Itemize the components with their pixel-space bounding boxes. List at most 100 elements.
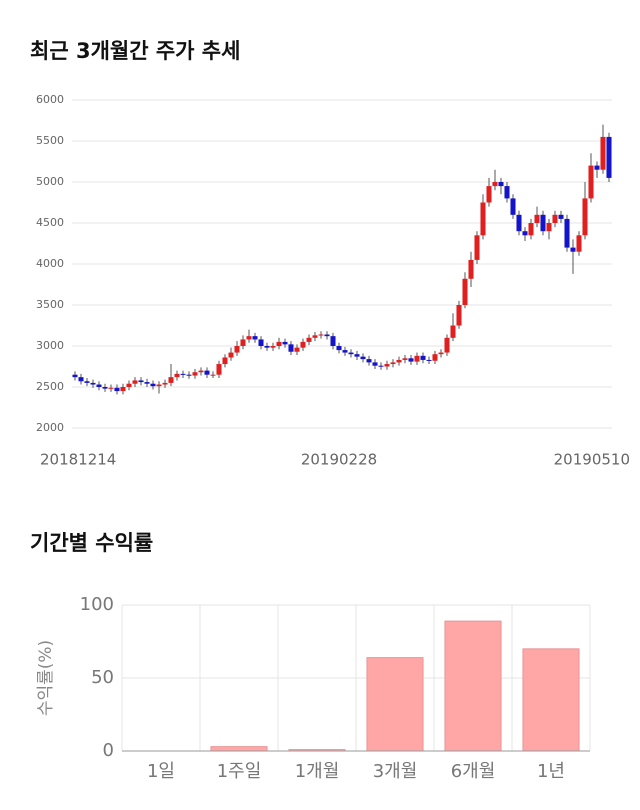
candle-body bbox=[132, 380, 138, 384]
candle-body bbox=[522, 231, 528, 236]
candle-body bbox=[144, 382, 150, 384]
candle-body bbox=[78, 377, 84, 382]
chart-title: 최근 3개월간 주가 추세 bbox=[30, 39, 240, 63]
candle-body bbox=[588, 165, 594, 199]
candle-body bbox=[600, 136, 606, 170]
candle-body bbox=[558, 214, 564, 219]
candle-body bbox=[546, 223, 552, 232]
candle-body bbox=[378, 365, 384, 367]
x-tick-label: 1년 bbox=[537, 761, 565, 782]
candle-body bbox=[324, 334, 330, 337]
candle-body bbox=[396, 359, 402, 363]
candle-body bbox=[156, 384, 162, 387]
candle-body bbox=[312, 335, 318, 338]
candle-body bbox=[84, 381, 90, 383]
candle-body bbox=[408, 358, 414, 362]
candle-body bbox=[282, 341, 288, 345]
y-tick-label: 4500 bbox=[36, 216, 64, 229]
candle-body bbox=[372, 362, 378, 366]
candle-body bbox=[432, 354, 438, 361]
candle-body bbox=[198, 370, 204, 373]
candle-body bbox=[606, 136, 612, 178]
candle-body bbox=[510, 198, 516, 215]
candle-body bbox=[486, 186, 492, 203]
y-axis-label: 수익률(%) bbox=[36, 640, 56, 716]
candle-body bbox=[276, 341, 282, 346]
y-tick-label: 3000 bbox=[36, 339, 64, 352]
x-tick-label: 6개월 bbox=[451, 761, 496, 782]
candle-body bbox=[270, 346, 276, 348]
candle-body bbox=[114, 387, 120, 392]
bar bbox=[366, 657, 424, 752]
y-tick-label: 2500 bbox=[36, 380, 64, 393]
candle-body bbox=[174, 373, 180, 378]
x-tick-label: 3개월 bbox=[373, 761, 418, 782]
candle-body bbox=[384, 364, 390, 367]
bar bbox=[444, 620, 502, 752]
candle-body bbox=[228, 352, 234, 358]
y-tick-label: 5500 bbox=[36, 134, 64, 147]
x-tick-label: 1주일 bbox=[217, 761, 262, 782]
candle-body bbox=[126, 383, 132, 387]
candle-body bbox=[246, 336, 252, 340]
candle-body bbox=[336, 346, 342, 351]
candle-body bbox=[216, 364, 222, 375]
candle-body bbox=[444, 337, 450, 353]
candle-body bbox=[516, 214, 522, 232]
candle-body bbox=[402, 358, 408, 360]
candle-body bbox=[222, 357, 228, 365]
candle-body bbox=[258, 339, 264, 346]
candle-body bbox=[330, 336, 336, 346]
x-tick-label: 20190228 bbox=[301, 451, 377, 469]
candle-body bbox=[468, 259, 474, 279]
candle-body bbox=[528, 223, 534, 236]
candle-body bbox=[504, 186, 510, 199]
candle-body bbox=[210, 374, 216, 376]
bar bbox=[210, 746, 268, 752]
candle-body bbox=[162, 382, 168, 385]
candle-body bbox=[252, 336, 258, 340]
chart-title: 기간별 수익률 bbox=[30, 531, 153, 555]
candle-body bbox=[300, 341, 306, 348]
candle-body bbox=[90, 382, 96, 385]
candle-body bbox=[462, 278, 468, 305]
candle-body bbox=[294, 347, 300, 352]
candle-body bbox=[420, 355, 426, 360]
x-tick-label: 20181214 bbox=[40, 451, 116, 469]
candle-body bbox=[168, 377, 174, 383]
candle-body bbox=[318, 334, 324, 336]
candle-body bbox=[348, 352, 354, 355]
candle-body bbox=[564, 218, 570, 248]
candle-body bbox=[450, 325, 456, 338]
candle-body bbox=[534, 214, 540, 223]
candle-body bbox=[390, 362, 396, 365]
candle-body bbox=[360, 356, 366, 360]
candle-body bbox=[540, 214, 546, 232]
x-tick-label: 1개월 bbox=[295, 761, 340, 782]
candle-body bbox=[366, 359, 372, 363]
y-tick-label: 6000 bbox=[36, 93, 64, 106]
candle-body bbox=[438, 352, 444, 355]
candle-body bbox=[414, 355, 420, 362]
candle-body bbox=[552, 214, 558, 223]
candle-body bbox=[240, 339, 246, 346]
candle-body bbox=[96, 384, 102, 387]
y-tick-label: 5000 bbox=[36, 175, 64, 188]
candle-body bbox=[150, 383, 156, 387]
y-tick-label: 3500 bbox=[36, 298, 64, 311]
candle-body bbox=[138, 380, 144, 383]
candle-body bbox=[72, 374, 78, 378]
candle-body bbox=[102, 387, 108, 389]
candle-body bbox=[570, 247, 576, 252]
candle-body bbox=[288, 344, 294, 352]
y-tick-label: 100 bbox=[80, 594, 114, 615]
y-tick-label: 4000 bbox=[36, 257, 64, 270]
candle-body bbox=[474, 235, 480, 260]
candle-body bbox=[192, 372, 198, 376]
candle-body bbox=[120, 387, 126, 392]
candle-body bbox=[108, 387, 114, 389]
y-tick-label: 2000 bbox=[36, 421, 64, 434]
candle-body bbox=[492, 182, 498, 187]
candle-body bbox=[354, 354, 360, 357]
